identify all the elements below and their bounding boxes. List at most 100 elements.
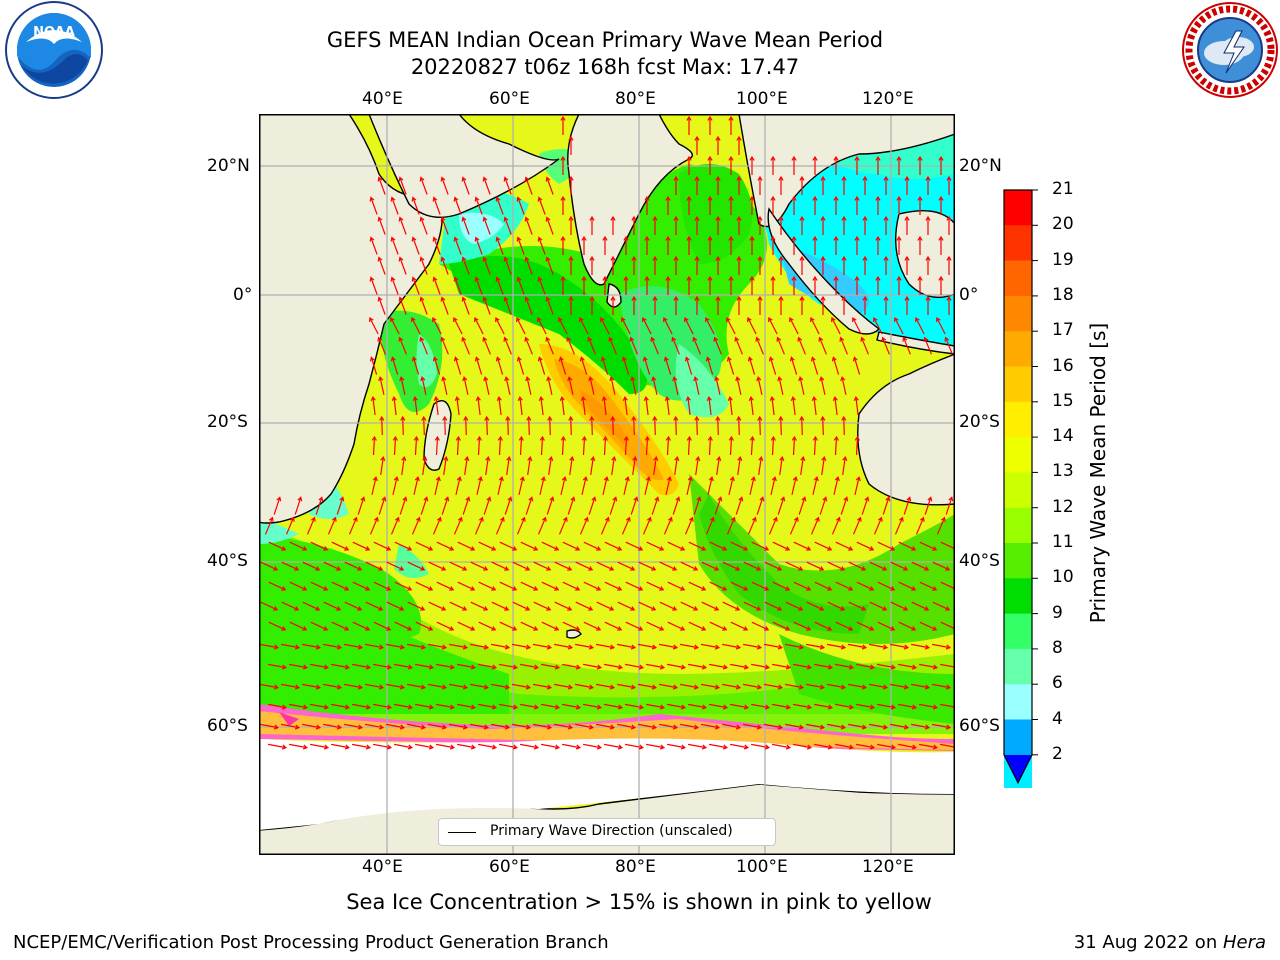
lon-label-bottom-120e: 120°E [862, 857, 914, 877]
wave-arrow [495, 196, 504, 215]
wave-arrow [267, 703, 288, 710]
wave-arrow [420, 496, 429, 515]
wave-arrow [918, 703, 939, 710]
wave-arrow [778, 295, 784, 315]
wave-arrow [784, 643, 805, 650]
wave-arrow [749, 235, 755, 255]
map-legend: Primary Wave Direction (unscaled) [438, 818, 776, 846]
wave-arrow [945, 496, 954, 515]
wave-arrow [540, 743, 561, 750]
wave-arrow [757, 175, 763, 195]
wave-arrow [799, 175, 805, 195]
wave-arrow [526, 415, 532, 436]
wave-arrow [553, 683, 574, 690]
wave-arrow [379, 415, 385, 436]
wave-arrow [931, 643, 952, 650]
wave-arrow [574, 723, 595, 730]
wave-arrow [919, 541, 938, 551]
wave-arrow [496, 395, 502, 415]
chart-subtitle: 20220827 t06z 168h fcst Max: 17.47 [410, 55, 800, 79]
wave-arrow [540, 663, 561, 670]
wave-arrow [881, 336, 890, 355]
lat-label-right-20n: 20°N [959, 156, 1002, 176]
open-area-south [259, 738, 955, 830]
wave-arrow [456, 743, 477, 750]
wave-arrow [495, 316, 505, 335]
wave-arrow [386, 561, 405, 571]
wave-arrow [432, 196, 441, 215]
wave-arrow [659, 561, 678, 571]
colorbar-cell [1004, 719, 1032, 755]
wave-arrow [812, 476, 819, 495]
wave-arrow [862, 295, 868, 315]
wave-arrow [609, 496, 618, 515]
wave-arrow [854, 155, 860, 175]
wave-arrow [625, 621, 644, 631]
wave-arrow [461, 176, 470, 195]
wave-arrow [625, 541, 644, 551]
lon-label-top-40e: 40°E [362, 89, 403, 109]
wave-arrow [373, 581, 392, 591]
wave-arrow [792, 663, 813, 670]
wave-arrow [876, 663, 897, 670]
wave-arrow [490, 643, 511, 650]
wave-arrow [448, 723, 469, 730]
wave-arrow [834, 743, 855, 750]
wave-arrow [541, 541, 560, 551]
wave-arrow [575, 601, 594, 611]
wave-arrow [688, 541, 707, 551]
wave-arrow [310, 581, 329, 591]
wave-arrow [547, 415, 553, 436]
wave-arrow [537, 276, 546, 295]
lat-label-right-40s: 40°S [959, 551, 1000, 571]
wave-arrow [373, 621, 392, 631]
wave-arrow [793, 581, 812, 591]
wave-arrow [701, 601, 720, 611]
wave-arrow [833, 235, 839, 255]
wave-arrow [595, 643, 616, 650]
wave-arrow [772, 581, 791, 591]
wave-arrow [440, 256, 449, 275]
wave-arrow [791, 155, 797, 175]
wave-arrow [616, 683, 637, 690]
wave-arrow [729, 703, 750, 710]
wave-arrow [482, 216, 491, 235]
wave-arrow [632, 455, 638, 475]
wave-arrow [516, 316, 526, 335]
wave-arrow [737, 455, 743, 475]
wave-arrow [419, 256, 428, 275]
wave-arrow [769, 395, 775, 415]
colorbar-tick-label: 16 [1052, 355, 1074, 376]
wave-arrow [742, 683, 763, 690]
wave-arrow [546, 496, 555, 515]
wave-arrow [331, 621, 350, 631]
wave-arrow [925, 215, 931, 235]
nws-logo [1180, 1, 1280, 103]
wave-arrow [728, 476, 735, 495]
wave-arrow [826, 643, 847, 650]
wave-arrow [288, 703, 309, 710]
wave-arrow [721, 643, 742, 650]
footer-credit: NCEP/EMC/Verification Post Processing Pr… [13, 932, 609, 953]
wave-arrow [453, 356, 462, 375]
wave-arrow [812, 235, 818, 255]
wave-arrow [393, 743, 414, 750]
wave-arrow [448, 683, 469, 690]
wave-arrow [805, 683, 826, 690]
wave-arrow [652, 215, 658, 235]
wave-arrow [679, 683, 700, 690]
wave-arrow [784, 723, 805, 730]
wave-arrow [700, 683, 721, 690]
wave-arrow [364, 643, 385, 650]
wave-arrow [856, 621, 875, 631]
wave-arrow [898, 621, 917, 631]
wave-arrow [897, 743, 918, 750]
wave-arrow [519, 663, 540, 670]
wave-arrow [841, 175, 847, 195]
wave-arrow [810, 516, 820, 535]
wave-arrow [694, 215, 700, 235]
wave-arrow [469, 723, 490, 730]
wave-arrow [602, 435, 608, 456]
wave-arrow [768, 516, 778, 535]
wave-arrow [749, 155, 755, 175]
